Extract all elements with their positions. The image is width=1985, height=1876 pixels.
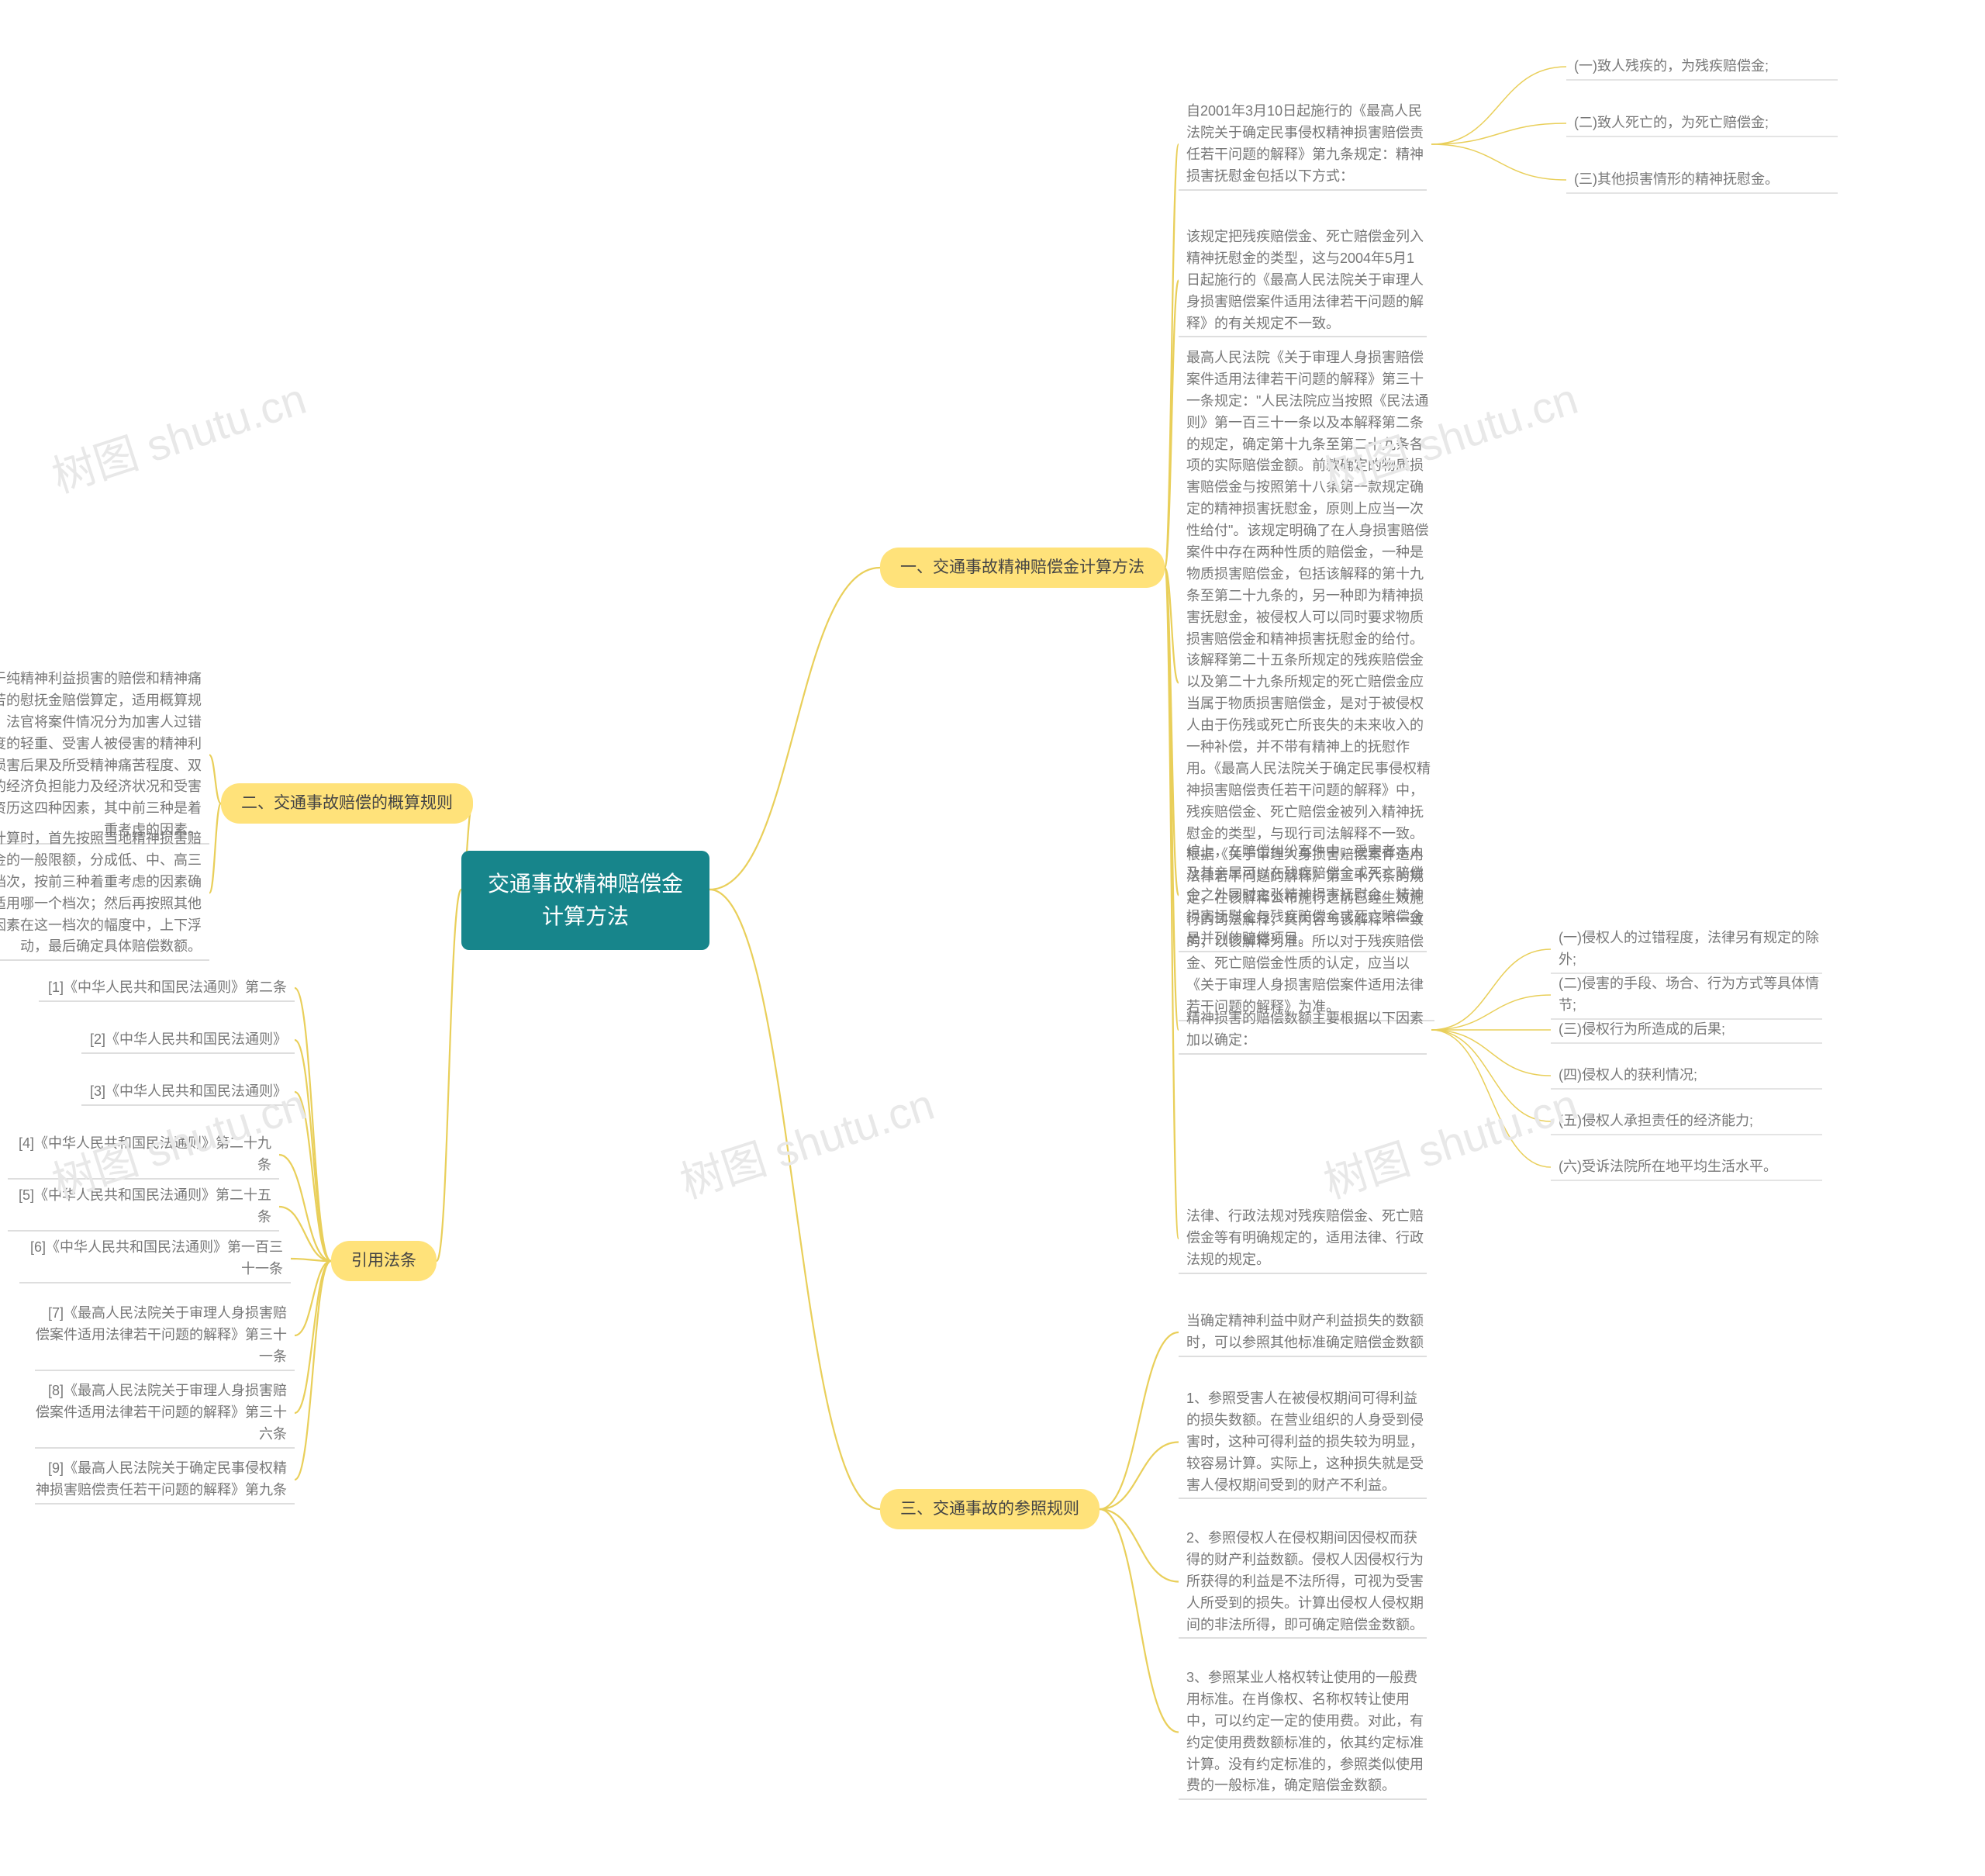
leaf-b4c3: [3]《中华人民共和国民法通则》 — [81, 1081, 287, 1103]
leaf-b4c2: [2]《中华人民共和国民法通则》 — [81, 1029, 287, 1051]
leaf-b3c2: 1、参照受害人在被侵权期间可得利益的损失数额。在营业组织的人身受到侵害时，这种可… — [1186, 1388, 1427, 1496]
leaf-text: [7]《最高人民法院关于审理人身损害赔偿案件适用法律若干问题的解释》第三十一条 — [36, 1305, 287, 1364]
gleaf-text: (三)侵权行为所造成的后果; — [1559, 1021, 1725, 1037]
gleaf-text: (三)其他损害情形的精神抚慰金。 — [1574, 171, 1779, 187]
leaf-b4c1: [1]《中华人民共和国民法通则》第二条 — [39, 977, 287, 999]
leaf-b4c6: [6]《中华人民共和国民法通则》第一百三十一条 — [19, 1237, 283, 1280]
watermark: 树图 shutu.cn — [1315, 1070, 1585, 1211]
leaf-b4c4: [4]《中华人民共和国民法通则》第二十九条 — [8, 1133, 271, 1176]
gleaf-text: (五)侵权人承担责任的经济能力; — [1559, 1113, 1753, 1128]
leaf-text: [5]《中华人民共和国民法通则》第二十五条 — [19, 1187, 271, 1225]
gleaf: (三)其他损害情形的精神抚慰金。 — [1574, 169, 1838, 191]
leaf-b4c7: [7]《最高人民法院关于审理人身损害赔偿案件适用法律若干问题的解释》第三十一条 — [35, 1303, 287, 1368]
branch-label: 三、交通事故的参照规则 — [900, 1500, 1079, 1518]
leaf-text: 在计算时，首先按照当地精神损害赔偿金的一般限额，分成低、中、高三个档次，按前三种… — [0, 831, 202, 954]
center-title: 交通事故精神赔偿金计算方法 — [488, 872, 683, 928]
leaf-b3c3: 2、参照侵权人在侵权期间因侵权而获得的财产利益数额。侵权人因侵权行为所获得的利益… — [1186, 1528, 1427, 1636]
leaf-b1c2: 该规定把残疾赔偿金、死亡赔偿金列入精神抚慰金的类型，这与2004年5月1日起施行… — [1186, 226, 1427, 334]
gleaf: (五)侵权人承担责任的经济能力; — [1559, 1111, 1822, 1132]
gleaf-text: (二)侵害的手段、场合、行为方式等具体情节; — [1559, 976, 1819, 1013]
gleaf: (四)侵权人的获利情况; — [1559, 1065, 1822, 1087]
leaf-text: [8]《最高人民法院关于审理人身损害赔偿案件适用法律若干问题的解释》第三十六条 — [36, 1383, 287, 1442]
gleaf: (六)受诉法院所在地平均生活水平。 — [1559, 1156, 1822, 1178]
leaf-text: 对于纯精神利益损害的赔偿和精神痛苦的慰抚金赔偿算定，适用概算规则。法官将案件情况… — [0, 671, 202, 838]
gleaf: (一)致人残疾的，为残疾赔偿金; — [1574, 56, 1838, 78]
branch-b4: 引用法条 — [331, 1241, 437, 1281]
gleaf-text: (一)侵权人的过错程度，法律另有规定的除外; — [1559, 930, 1819, 967]
leaf-b4c5: [5]《中华人民共和国民法通则》第二十五条 — [8, 1185, 271, 1228]
leaf-b1c6: 法律、行政法规对残疾赔偿金、死亡赔偿金等有明确规定的，适用法律、行政法规的规定。 — [1186, 1206, 1427, 1271]
leaf-text: [1]《中华人民共和国民法通则》第二条 — [48, 979, 287, 995]
leaf-text: [2]《中华人民共和国民法通则》 — [90, 1031, 287, 1047]
branch-b2: 二、交通事故赔偿的概算规则 — [221, 783, 473, 824]
branch-b1: 一、交通事故精神赔偿金计算方法 — [880, 548, 1165, 588]
center-node: 交通事故精神赔偿金计算方法 — [461, 851, 709, 950]
branch-label: 引用法条 — [351, 1252, 416, 1270]
watermark: 树图 shutu.cn — [671, 1070, 941, 1211]
leaf-b1c5: 精神损害的赔偿数额主要根据以下因素加以确定： — [1186, 1008, 1427, 1052]
leaf-b1c1: 自2001年3月10日起施行的《最高人民法院关于确定民事侵权精神损害赔偿责任若干… — [1186, 101, 1427, 188]
leaf-text: 3、参照某业人格权转让使用的一般费用标准。在肖像权、名称权转让使用中，可以约定一… — [1186, 1670, 1424, 1793]
leaf-text: 自2001年3月10日起施行的《最高人民法院关于确定民事侵权精神损害赔偿责任若干… — [1186, 103, 1424, 184]
leaf-text: 综上，在赔偿纠纷案件中，受害者本人及其亲属可以在残疾赔偿金或死亡赔偿金之外同时主… — [1186, 844, 1424, 946]
gleaf-text: (一)致人残疾的，为残疾赔偿金; — [1574, 58, 1769, 74]
gleaf: (三)侵权行为所造成的后果; — [1559, 1019, 1822, 1041]
gleaf-text: (四)侵权人的获利情况; — [1559, 1067, 1697, 1083]
leaf-text: [6]《中华人民共和国民法通则》第一百三十一条 — [30, 1239, 283, 1277]
leaf-b3c4: 3、参照某业人格权转让使用的一般费用标准。在肖像权、名称权转让使用中，可以约定一… — [1186, 1667, 1427, 1797]
leaf-b1c4: 综上，在赔偿纠纷案件中，受害者本人及其亲属可以在残疾赔偿金或死亡赔偿金之外同时主… — [1186, 841, 1427, 949]
leaf-b4c9: [9]《最高人民法院关于确定民事侵权精神损害赔偿责任若干问题的解释》第九条 — [35, 1458, 287, 1501]
gleaf: (二)致人死亡的，为死亡赔偿金; — [1574, 112, 1838, 134]
gleaf-text: (二)致人死亡的，为死亡赔偿金; — [1574, 115, 1769, 130]
branch-label: 二、交通事故赔偿的概算规则 — [241, 794, 453, 812]
leaf-text: [3]《中华人民共和国民法通则》 — [90, 1083, 287, 1099]
leaf-b2c2: 在计算时，首先按照当地精神损害赔偿金的一般限额，分成低、中、高三个档次，按前三种… — [0, 828, 202, 958]
leaf-text: 1、参照受害人在被侵权期间可得利益的损失数额。在营业组织的人身受到侵害时，这种可… — [1186, 1391, 1424, 1493]
gleaf-text: (六)受诉法院所在地平均生活水平。 — [1559, 1159, 1777, 1174]
leaf-text: 2、参照侵权人在侵权期间因侵权而获得的财产利益数额。侵权人因侵权行为所获得的利益… — [1186, 1530, 1424, 1632]
gleaf: (二)侵害的手段、场合、行为方式等具体情节; — [1559, 973, 1822, 1017]
leaf-text: [9]《最高人民法院关于确定民事侵权精神损害赔偿责任若干问题的解释》第九条 — [36, 1460, 287, 1498]
leaf-text: 当确定精神利益中财产利益损失的数额时，可以参照其他标准确定赔偿金数额 — [1186, 1313, 1424, 1350]
leaf-text: 精神损害的赔偿数额主要根据以下因素加以确定： — [1186, 1011, 1424, 1048]
branch-label: 一、交通事故精神赔偿金计算方法 — [900, 558, 1144, 576]
watermark: 树图 shutu.cn — [43, 364, 313, 506]
gleaf: (一)侵权人的过错程度，法律另有规定的除外; — [1559, 928, 1822, 971]
branch-b3: 三、交通事故的参照规则 — [880, 1489, 1100, 1529]
leaf-text: 法律、行政法规对残疾赔偿金、死亡赔偿金等有明确规定的，适用法律、行政法规的规定。 — [1186, 1208, 1424, 1267]
leaf-b2c1: 对于纯精神利益损害的赔偿和精神痛苦的慰抚金赔偿算定，适用概算规则。法官将案件情况… — [0, 669, 202, 841]
leaf-text: [4]《中华人民共和国民法通则》第二十九条 — [19, 1135, 271, 1173]
leaf-text: 该规定把残疾赔偿金、死亡赔偿金列入精神抚慰金的类型，这与2004年5月1日起施行… — [1186, 229, 1424, 331]
leaf-b4c8: [8]《最高人民法院关于审理人身损害赔偿案件适用法律若干问题的解释》第三十六条 — [35, 1380, 287, 1446]
leaf-b3c1: 当确定精神利益中财产利益损失的数额时，可以参照其他标准确定赔偿金数额 — [1186, 1311, 1427, 1354]
